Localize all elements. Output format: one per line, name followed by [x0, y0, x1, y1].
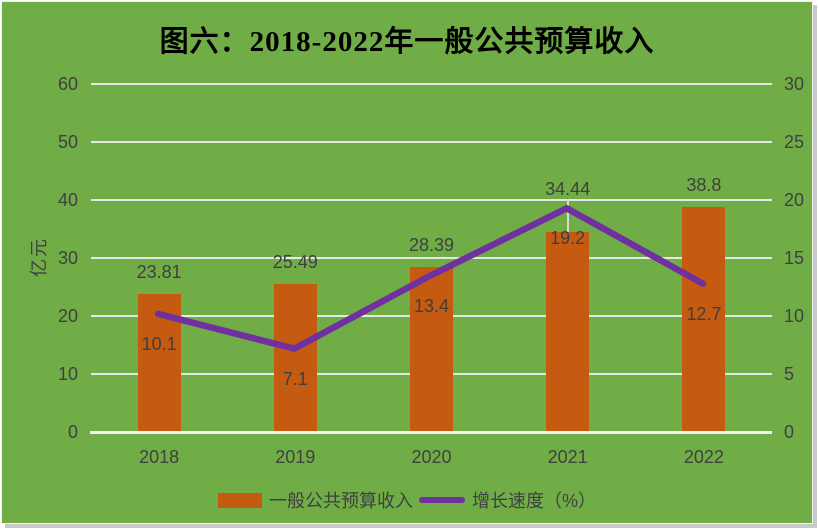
gridline: [91, 257, 772, 259]
label-leader-line: [566, 199, 569, 233]
chart-title: 图六：2018-2022年一般公共预算收入: [159, 26, 655, 58]
legend-label-revenue: 一般公共预算收入: [268, 491, 413, 511]
left-axis-tick-label: 40: [57, 190, 78, 210]
left-axis-tick-label: 10: [57, 364, 78, 384]
bar-value-label: 25.49: [272, 252, 318, 273]
bar-value-label: 28.39: [408, 235, 455, 256]
right-axis-tick-label: 20: [784, 190, 805, 210]
gridline: [91, 83, 772, 85]
bar: [273, 284, 317, 432]
x-axis-label: 2022: [683, 447, 724, 467]
line-value-label: 19.2: [550, 228, 586, 249]
bar-value-label: 23.81: [136, 261, 182, 282]
legend-item-revenue: 一般公共预算收入: [217, 487, 413, 513]
legend: 一般公共预算收入 增长速度（%）: [2, 485, 812, 515]
x-axis-label: 2020: [411, 447, 452, 467]
left-axis-tick-label: 20: [57, 306, 78, 326]
bar-series-swatch-icon: [217, 492, 262, 508]
left-axis-tick-label: 60: [57, 74, 78, 94]
right-axis-tick-label: 25: [784, 132, 805, 152]
legend-label-growth: 增长速度（%）: [471, 491, 596, 511]
right-axis-tick-label: 0: [784, 422, 795, 442]
line-series-swatch-icon: [418, 497, 465, 503]
line-value-label: 12.7: [686, 303, 722, 324]
left-axis-tick-label: 30: [57, 248, 78, 268]
left-axis-tick-label: 0: [67, 422, 78, 442]
right-axis-tick-label: 30: [784, 74, 805, 94]
chart-canvas: 图六：2018-2022年一般公共预算收入 亿元 一般公共预算收入 增长速度（%…: [1, 1, 813, 524]
bar-value-label: 38.8: [686, 174, 722, 195]
line-value-label: 7.1: [282, 368, 308, 389]
right-axis-tick-label: 15: [784, 248, 805, 268]
bar: [410, 267, 453, 432]
bar: [546, 232, 590, 432]
line-value-label: 10.1: [141, 333, 177, 354]
gridline: [91, 141, 772, 143]
line-value-label: 13.4: [413, 295, 450, 316]
x-axis-label: 2019: [275, 447, 316, 467]
left-axis-tick-label: 50: [57, 132, 78, 152]
right-axis-tick-label: 5: [784, 364, 795, 384]
bar: [137, 293, 181, 432]
x-axis-label: 2021: [547, 447, 588, 467]
legend-item-growth: 增长速度（%）: [418, 487, 596, 513]
x-axis-line: [90, 431, 772, 434]
bar-value-label: 34.44: [545, 179, 591, 200]
gridline: [91, 199, 772, 201]
x-axis-label: 2018: [139, 447, 180, 467]
right-axis-tick-label: 10: [784, 306, 805, 326]
